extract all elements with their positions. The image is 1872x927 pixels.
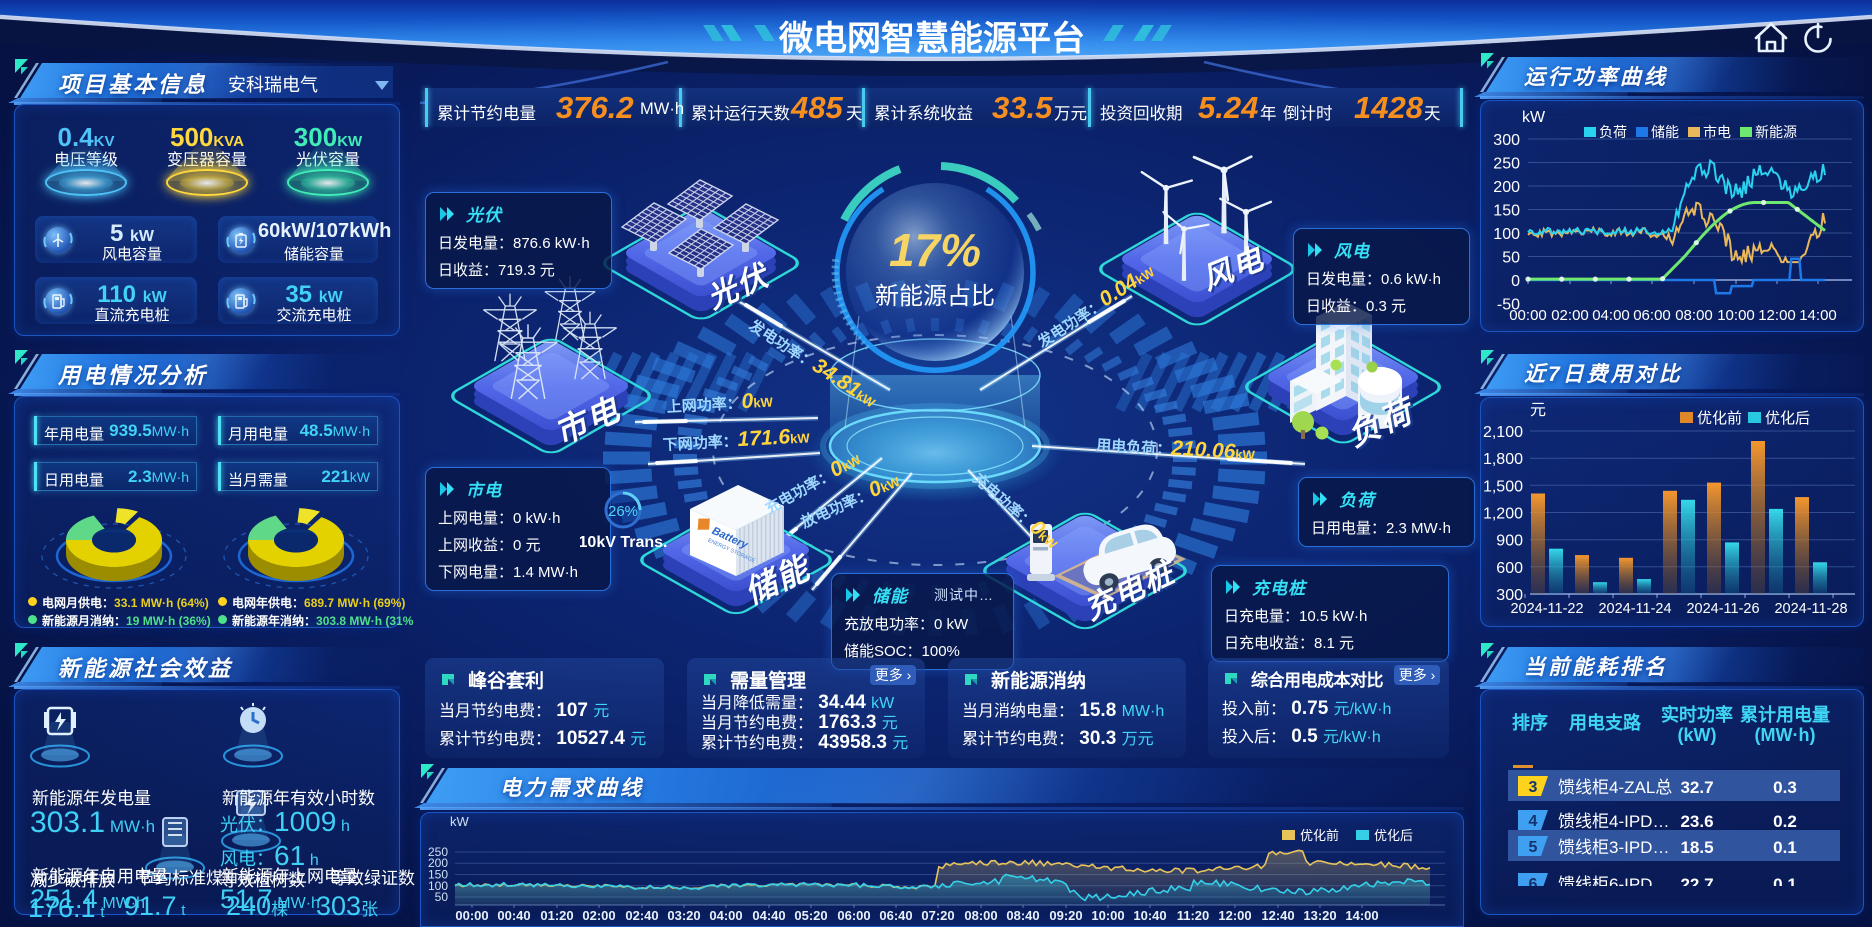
svg-text:优化前: 优化前 xyxy=(1697,410,1742,427)
svg-text:14:00: 14:00 xyxy=(1799,307,1837,324)
svg-text:优化后: 优化后 xyxy=(1765,410,1810,427)
svg-text:-50: -50 xyxy=(1497,297,1520,314)
svg-text:2024-11-28: 2024-11-28 xyxy=(1774,601,1847,617)
svg-text:00:00: 00:00 xyxy=(1509,307,1547,324)
svg-text:00:00: 00:00 xyxy=(455,908,488,923)
svg-text:1,800: 1,800 xyxy=(1483,451,1523,468)
svg-text:06:40: 06:40 xyxy=(879,908,912,923)
svg-text:1,500: 1,500 xyxy=(1483,478,1523,495)
svg-text:馈线柜3-IPD…: 馈线柜3-IPD… xyxy=(1558,838,1669,857)
svg-text:08:00: 08:00 xyxy=(964,908,997,923)
svg-text:13:20: 13:20 xyxy=(1303,908,1336,923)
svg-text:2,100: 2,100 xyxy=(1483,424,1523,441)
svg-text:100: 100 xyxy=(428,879,448,893)
svg-text:17%: 17% xyxy=(889,224,981,276)
svg-text:22.7: 22.7 xyxy=(1680,875,1713,894)
svg-text:2024-11-26: 2024-11-26 xyxy=(1686,601,1759,617)
svg-text:200: 200 xyxy=(428,856,448,870)
svg-text:06:00: 06:00 xyxy=(837,908,870,923)
svg-text:14:00: 14:00 xyxy=(1345,908,1378,923)
svg-text:150: 150 xyxy=(1493,203,1520,220)
svg-text:0.1: 0.1 xyxy=(1773,838,1797,857)
svg-text:(kW): (kW) xyxy=(1678,725,1717,745)
svg-text:11:20: 11:20 xyxy=(1177,908,1210,923)
svg-text:12:00: 12:00 xyxy=(1758,307,1796,324)
svg-text:04:40: 04:40 xyxy=(752,908,785,923)
svg-text:08:00: 08:00 xyxy=(1675,307,1713,324)
svg-text:07:20: 07:20 xyxy=(921,908,954,923)
svg-text:kW: kW xyxy=(450,814,470,829)
svg-text:250: 250 xyxy=(1493,156,1520,173)
svg-text:00:40: 00:40 xyxy=(497,908,530,923)
svg-text:05:20: 05:20 xyxy=(794,908,827,923)
svg-text:(MW·h): (MW·h) xyxy=(1755,725,1816,745)
svg-text:2024-11-24: 2024-11-24 xyxy=(1598,601,1671,617)
svg-text:新能源: 新能源 xyxy=(1755,124,1797,140)
svg-text:06:00: 06:00 xyxy=(1633,307,1671,324)
svg-text:优化前: 优化前 xyxy=(1300,828,1339,843)
svg-text:23.6: 23.6 xyxy=(1680,812,1713,831)
svg-text:01:20: 01:20 xyxy=(540,908,573,923)
svg-text:900: 900 xyxy=(1496,533,1523,550)
svg-text:300: 300 xyxy=(1496,587,1523,604)
svg-text:微电网智慧能源平台: 微电网智慧能源平台 xyxy=(778,20,1085,58)
svg-text:优化后: 优化后 xyxy=(1374,828,1413,843)
svg-text:18.5: 18.5 xyxy=(1680,838,1713,857)
svg-text:发电功率：0.04kW: 发电功率：0.04kW xyxy=(1031,259,1159,353)
svg-text:04:00: 04:00 xyxy=(1592,307,1630,324)
svg-text:累计用电量: 累计用电量 xyxy=(1740,704,1830,725)
svg-text:0.2: 0.2 xyxy=(1773,812,1797,831)
svg-text:10kV Trans.: 10kV Trans. xyxy=(580,534,667,551)
svg-text:200: 200 xyxy=(1493,179,1520,196)
svg-text:0: 0 xyxy=(1511,273,1520,290)
svg-text:150: 150 xyxy=(428,868,448,882)
svg-text:新能源占比: 新能源占比 xyxy=(875,283,995,310)
svg-text:馈线柜4-ZAL总: 馈线柜4-ZAL总 xyxy=(1558,778,1672,797)
svg-text:市电: 市电 xyxy=(1703,124,1731,140)
svg-text:02:00: 02:00 xyxy=(582,908,615,923)
svg-text:50: 50 xyxy=(435,890,449,904)
svg-text:实时功率: 实时功率 xyxy=(1661,704,1733,725)
svg-text:负荷: 负荷 xyxy=(1599,124,1627,140)
svg-text:用电支路: 用电支路 xyxy=(1569,712,1642,733)
svg-text:04:00: 04:00 xyxy=(709,908,742,923)
svg-text:50: 50 xyxy=(1502,250,1520,267)
svg-text:3: 3 xyxy=(1529,779,1538,796)
svg-text:26%: 26% xyxy=(608,503,638,520)
svg-text:kW: kW xyxy=(1522,109,1546,126)
svg-text:12:00: 12:00 xyxy=(1218,908,1251,923)
svg-text:排序: 排序 xyxy=(1512,712,1548,733)
svg-text:2024-11-22: 2024-11-22 xyxy=(1510,601,1583,617)
svg-text:馈线柜6-IPD: 馈线柜6-IPD xyxy=(1558,875,1652,894)
svg-text:10:40: 10:40 xyxy=(1133,908,1166,923)
svg-text:08:40: 08:40 xyxy=(1006,908,1039,923)
svg-text:4: 4 xyxy=(1529,813,1538,830)
svg-text:02:00: 02:00 xyxy=(1551,307,1589,324)
svg-text:10:00: 10:00 xyxy=(1717,307,1755,324)
svg-text:09:20: 09:20 xyxy=(1049,908,1082,923)
svg-text:250: 250 xyxy=(428,845,448,859)
svg-text:10:00: 10:00 xyxy=(1091,908,1124,923)
svg-text:1,200: 1,200 xyxy=(1483,506,1523,523)
svg-text:馈线柜4-IPD…: 馈线柜4-IPD… xyxy=(1558,812,1669,831)
svg-text:6: 6 xyxy=(1529,876,1538,893)
svg-text:0.1: 0.1 xyxy=(1773,875,1797,894)
svg-text:100: 100 xyxy=(1493,226,1520,243)
svg-text:600: 600 xyxy=(1496,560,1523,577)
svg-text:0.3: 0.3 xyxy=(1773,778,1797,797)
svg-text:03:20: 03:20 xyxy=(667,908,700,923)
svg-text:300: 300 xyxy=(1493,132,1520,149)
svg-text:12:40: 12:40 xyxy=(1261,908,1294,923)
svg-text:32.7: 32.7 xyxy=(1680,778,1713,797)
svg-text:储能: 储能 xyxy=(1651,124,1679,140)
svg-text:元: 元 xyxy=(1530,402,1546,419)
svg-text:02:40: 02:40 xyxy=(625,908,658,923)
svg-text:5: 5 xyxy=(1529,839,1538,856)
